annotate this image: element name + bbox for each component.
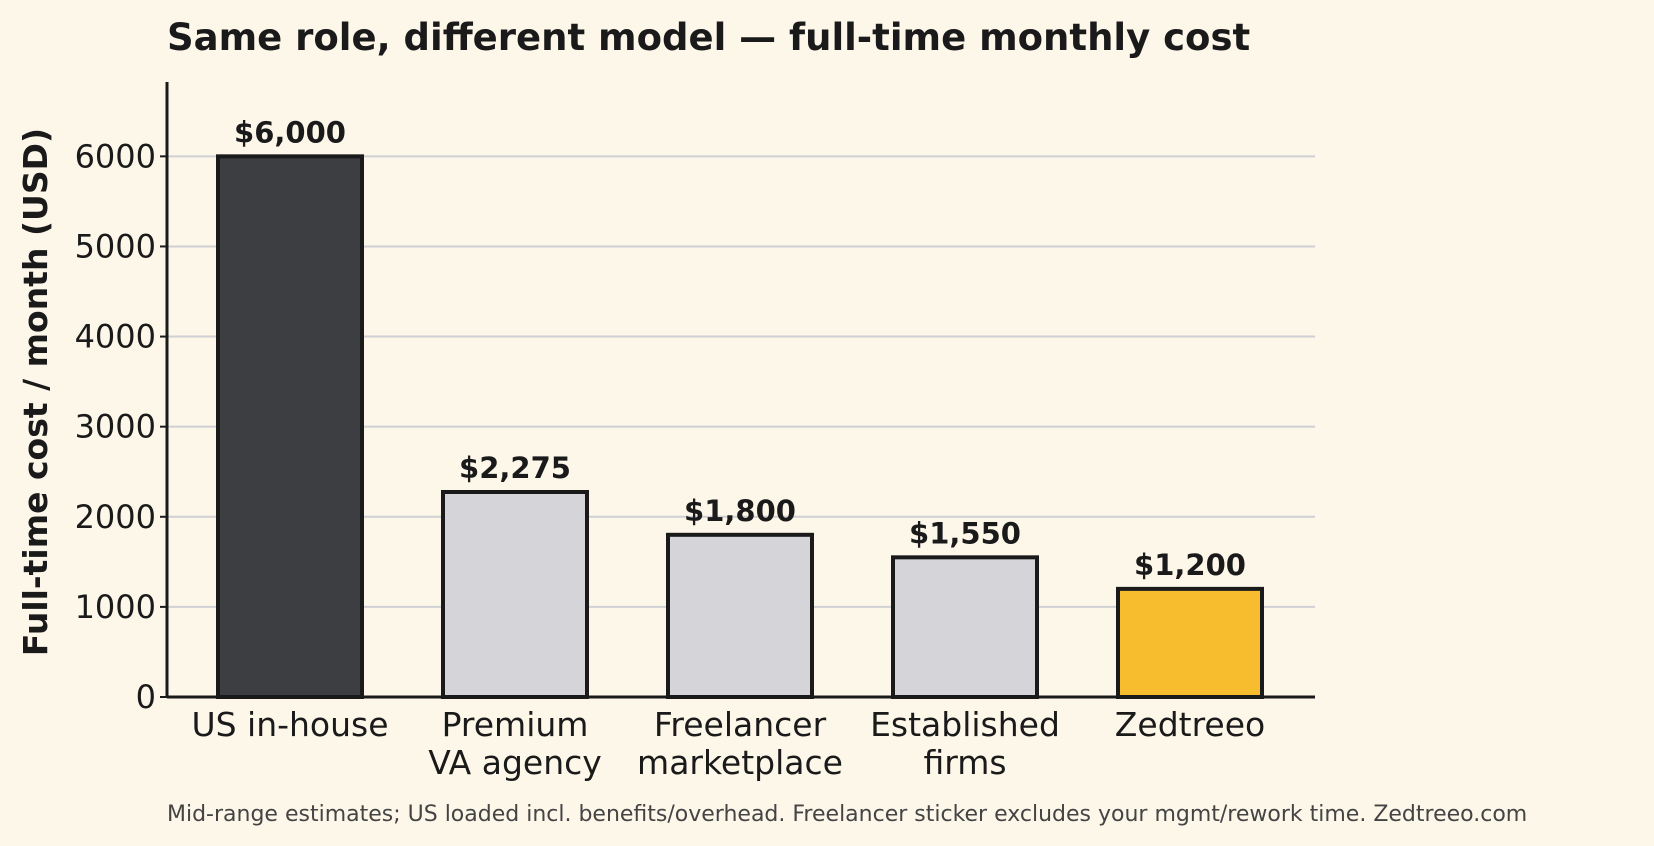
x-tick-label: Premium VA agency (428, 705, 602, 782)
y-tick-label: 3000 (75, 408, 156, 446)
y-tick-label: 5000 (75, 227, 156, 265)
y-tick-label: 4000 (75, 318, 156, 356)
footnote: Mid-range estimates; US loaded incl. ben… (167, 802, 1527, 827)
value-label: $1,550 (909, 516, 1021, 550)
y-tick-label: 1000 (75, 588, 156, 626)
y-axis-label: Full-time cost / month (USD) (16, 128, 55, 656)
bar (216, 154, 364, 700)
x-tick-label: US in-house (191, 705, 388, 744)
value-label: $1,200 (1134, 548, 1246, 582)
bar (1116, 586, 1264, 699)
value-label: $2,275 (459, 451, 571, 485)
value-label: $1,800 (684, 494, 796, 528)
x-tick-label: Freelancer marketplace (637, 705, 843, 782)
y-tick-label: 6000 (75, 137, 156, 175)
bar (666, 532, 814, 699)
x-tick-label: Established firms (870, 705, 1060, 782)
y-tick-label: 0 (136, 678, 156, 716)
bar (891, 555, 1039, 699)
bar (441, 490, 589, 699)
value-label: $6,000 (234, 115, 346, 149)
x-tick-label: Zedtreeo (1115, 705, 1265, 744)
chart-title: Same role, different model — full-time m… (167, 16, 1250, 59)
y-tick-label: 2000 (75, 498, 156, 536)
